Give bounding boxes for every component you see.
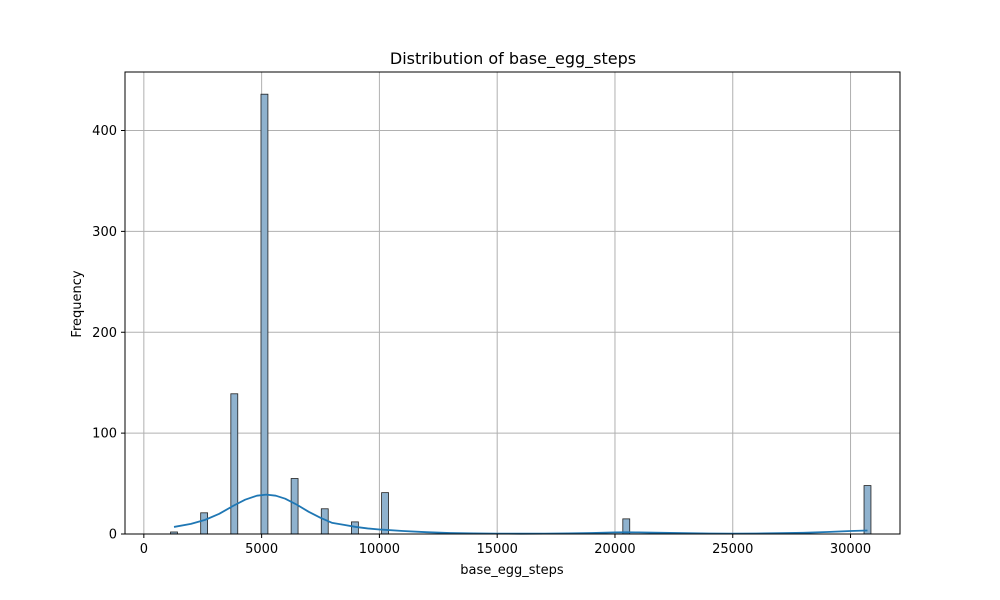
x-tick-label-2: 10000 xyxy=(359,542,400,557)
y-tick-label-4: 400 xyxy=(92,124,117,139)
plot-frame xyxy=(124,71,901,535)
y-axis-ticks: 0 100 200 300 400 xyxy=(92,124,125,543)
grid-lines xyxy=(125,72,900,535)
y-tick-label-3: 300 xyxy=(92,225,117,240)
bar-4 xyxy=(290,478,299,535)
bar-2 xyxy=(230,393,239,535)
x-tick-label-1: 5000 xyxy=(245,542,278,557)
bar-7 xyxy=(381,492,389,535)
kde-curve xyxy=(173,493,868,535)
x-tick-label-6: 30000 xyxy=(830,542,871,557)
kde-line xyxy=(173,493,868,535)
y-tick-label-1: 100 xyxy=(92,427,117,442)
bar-3 xyxy=(260,93,269,535)
y-tick-label-0: 0 xyxy=(109,528,117,543)
x-tick-label-0: 0 xyxy=(140,542,148,557)
y-axis-label: Frequency xyxy=(70,270,85,337)
x-tick-label-3: 15000 xyxy=(477,542,518,557)
y-tick-label-2: 200 xyxy=(92,326,117,341)
x-axis-ticks: 0 5000 10000 15000 20000 25000 30000 xyxy=(140,534,871,557)
x-tick-label-5: 25000 xyxy=(712,542,753,557)
bar-9 xyxy=(863,485,872,535)
x-tick-label-4: 20000 xyxy=(594,542,635,557)
histogram-bars xyxy=(170,93,872,535)
bar-1 xyxy=(200,512,209,535)
x-axis-label: base_egg_steps xyxy=(460,563,564,578)
chart-title: Distribution of base_egg_steps xyxy=(390,49,636,69)
